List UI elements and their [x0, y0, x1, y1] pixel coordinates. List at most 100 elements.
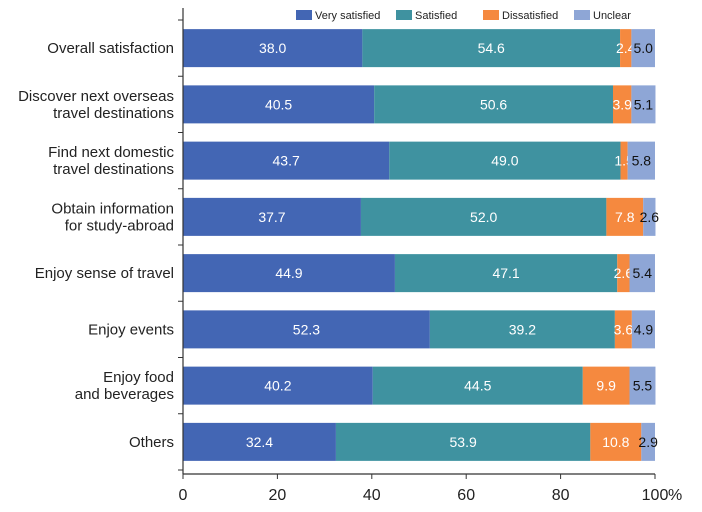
value-label: 3.6	[614, 321, 634, 337]
value-label: 32.4	[246, 434, 273, 450]
bar-dissatisfied-1	[612, 85, 632, 124]
value-label: 4.9	[634, 321, 654, 337]
bar-unclear-6	[629, 366, 656, 405]
category-label: Enjoy events	[88, 321, 174, 338]
bar-satisfied-6	[372, 366, 583, 405]
category-label-line: Overall satisfaction	[47, 40, 174, 57]
x-tick-label: 80	[552, 487, 570, 504]
category-label-line: Discover next overseas	[18, 88, 174, 105]
category-label: Others	[129, 434, 174, 451]
value-label: 2.6	[640, 209, 660, 225]
bar-dissatisfied-3	[606, 197, 644, 236]
legend-swatch	[396, 10, 412, 20]
value-label: 49.0	[491, 153, 518, 169]
x-tick-label: 0	[179, 487, 188, 504]
category-label-line: travel destinations	[53, 105, 174, 122]
category-label-line: Enjoy sense of travel	[35, 265, 174, 282]
bar-unclear-5	[631, 310, 655, 349]
category-labels: Overall satisfaction Discover next overse…	[18, 40, 174, 451]
value-label: 39.2	[509, 321, 536, 337]
value-label: 5.1	[634, 96, 654, 112]
bar-dissatisfied-5	[614, 310, 632, 349]
value-label: 3.9	[612, 96, 632, 112]
value-label: 2.6	[614, 265, 634, 281]
bar-satisfied-2	[389, 141, 621, 180]
legend: Very satisfied Satisfied Dissatisfied Uncle…	[296, 10, 631, 22]
value-label: 38.0	[259, 40, 286, 56]
value-label: 54.6	[478, 40, 505, 56]
bar-dissatisfied-4	[617, 254, 630, 293]
bar-unclear-4	[629, 254, 655, 293]
value-label: 5.4	[633, 265, 653, 281]
value-label: 50.6	[480, 96, 507, 112]
category-label-line: Find next domestic	[48, 144, 174, 161]
bar-satisfied-3	[360, 197, 607, 236]
x-unit-label: %	[668, 487, 682, 504]
bar-very-satisfied-6	[183, 366, 373, 405]
bar-dissatisfied-6	[582, 366, 630, 405]
bar-very-satisfied-7	[183, 422, 336, 461]
bar-unclear-1	[631, 85, 656, 124]
legend-label: Very satisfied	[315, 10, 380, 22]
bar-satisfied-0	[362, 29, 621, 68]
legend-swatch	[296, 10, 312, 20]
bar-satisfied-5	[429, 310, 615, 349]
value-label: 40.5	[265, 96, 292, 112]
legend-label: Unclear	[593, 10, 631, 22]
value-label: 47.1	[492, 265, 519, 281]
value-label: 52.3	[293, 321, 320, 337]
bar-very-satisfied-1	[183, 85, 375, 124]
value-label: 2.4	[616, 40, 636, 56]
value-label: 5.0	[633, 40, 653, 56]
x-tick-label: 100	[642, 487, 669, 504]
bar-very-satisfied-2	[183, 141, 390, 180]
category-label: Enjoy sense of travel	[35, 265, 174, 282]
axes: 0 20 40 60 80 100%	[178, 8, 682, 504]
bar-dissatisfied-0	[620, 29, 632, 68]
value-label: 5.5	[633, 378, 653, 394]
category-label-line: and beverages	[75, 386, 174, 403]
legend-label: Satisfied	[415, 10, 457, 22]
value-label: 40.2	[264, 378, 291, 394]
category-label: Obtain information for study-abroad	[51, 200, 174, 234]
category-label-line: Enjoy events	[88, 321, 174, 338]
bar-unclear-3	[643, 197, 656, 236]
x-tick-label: 60	[457, 487, 475, 504]
category-label-line: Others	[129, 434, 174, 451]
legend-swatch	[483, 10, 499, 20]
bar-unclear-7	[641, 422, 655, 461]
bar-dissatisfied-2	[620, 141, 628, 180]
legend-label: Dissatisfied	[502, 10, 558, 22]
category-label: Discover next overseas travel destination…	[18, 88, 174, 122]
category-label: Enjoy food and beverages	[75, 369, 174, 403]
bar-satisfied-1	[374, 85, 613, 124]
value-label: 9.9	[596, 378, 616, 394]
bar-satisfied-7	[335, 422, 591, 461]
bar-very-satisfied-4	[183, 254, 395, 293]
bar-unclear-2	[627, 141, 655, 180]
category-label: Overall satisfaction	[47, 40, 174, 57]
bar-satisfied-4	[394, 254, 618, 293]
value-label: 37.7	[258, 209, 285, 225]
bar-dissatisfied-7	[590, 422, 642, 461]
value-label: 53.9	[450, 434, 477, 450]
value-label: 2.9	[638, 434, 658, 450]
bar-very-satisfied-5	[183, 310, 430, 349]
bar-unclear-0	[631, 29, 655, 68]
bar-very-satisfied-0	[183, 29, 363, 68]
category-label-line: for study-abroad	[65, 217, 174, 234]
legend-swatch	[574, 10, 590, 20]
x-tick-label: 40	[363, 487, 381, 504]
category-label: Find next domestic travel destinations	[48, 144, 174, 178]
value-label: 44.5	[464, 378, 491, 394]
bar-very-satisfied-3	[183, 197, 361, 236]
x-tick-label: 20	[269, 487, 287, 504]
value-label: 7.8	[615, 209, 635, 225]
value-label: 5.8	[632, 153, 652, 169]
value-label: 10.8	[602, 434, 629, 450]
category-label-line: Obtain information	[51, 200, 174, 217]
value-label: 44.9	[275, 265, 302, 281]
value-label: 52.0	[470, 209, 497, 225]
category-label-line: Enjoy food	[103, 369, 174, 386]
